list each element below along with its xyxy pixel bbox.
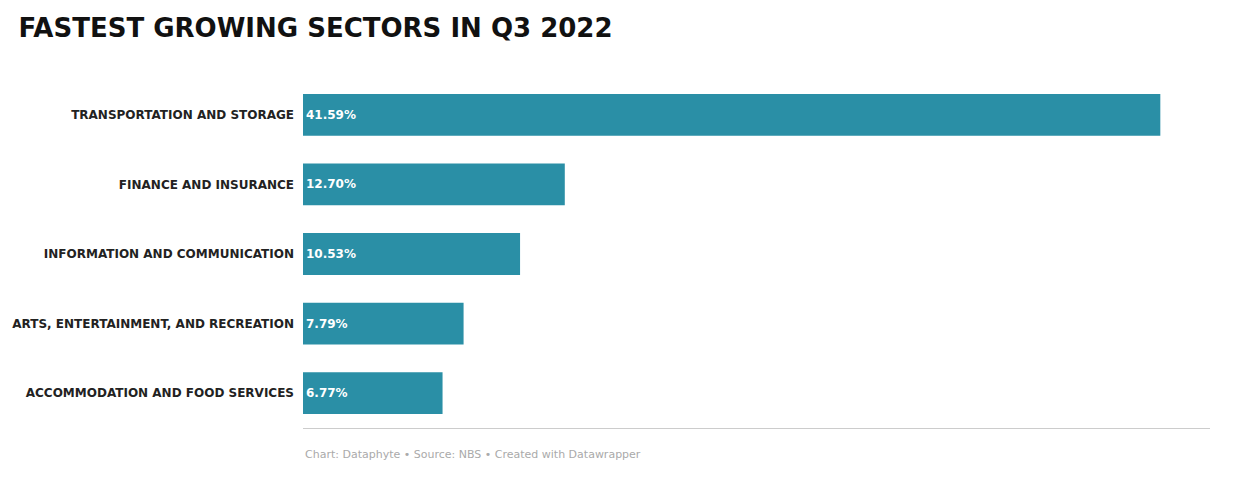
svg-text:FASTEST GROWING SECTORS IN Q3: FASTEST GROWING SECTORS IN Q3 2022: [19, 13, 613, 43]
svg-text:6.77%: 6.77%: [306, 386, 348, 400]
svg-text:7.79%: 7.79%: [306, 317, 348, 331]
svg-text:ARTS, ENTERTAINMENT, AND RECRE: ARTS, ENTERTAINMENT, AND RECREATION: [12, 317, 294, 331]
svg-text:TRANSPORTATION AND STORAGE: TRANSPORTATION AND STORAGE: [71, 108, 294, 122]
svg-text:41.59%: 41.59%: [306, 108, 356, 122]
svg-text:ACCOMMODATION AND FOOD SERVICE: ACCOMMODATION AND FOOD SERVICES: [26, 386, 294, 400]
svg-text:Chart: Dataphyte • Source: NBS: Chart: Dataphyte • Source: NBS • Created…: [305, 448, 641, 461]
svg-text:FINANCE AND INSURANCE: FINANCE AND INSURANCE: [119, 178, 294, 192]
svg-text:12.70%: 12.70%: [306, 177, 356, 191]
svg-text:10.53%: 10.53%: [306, 247, 356, 261]
svg-text:INFORMATION AND COMMUNICATION: INFORMATION AND COMMUNICATION: [44, 247, 294, 261]
